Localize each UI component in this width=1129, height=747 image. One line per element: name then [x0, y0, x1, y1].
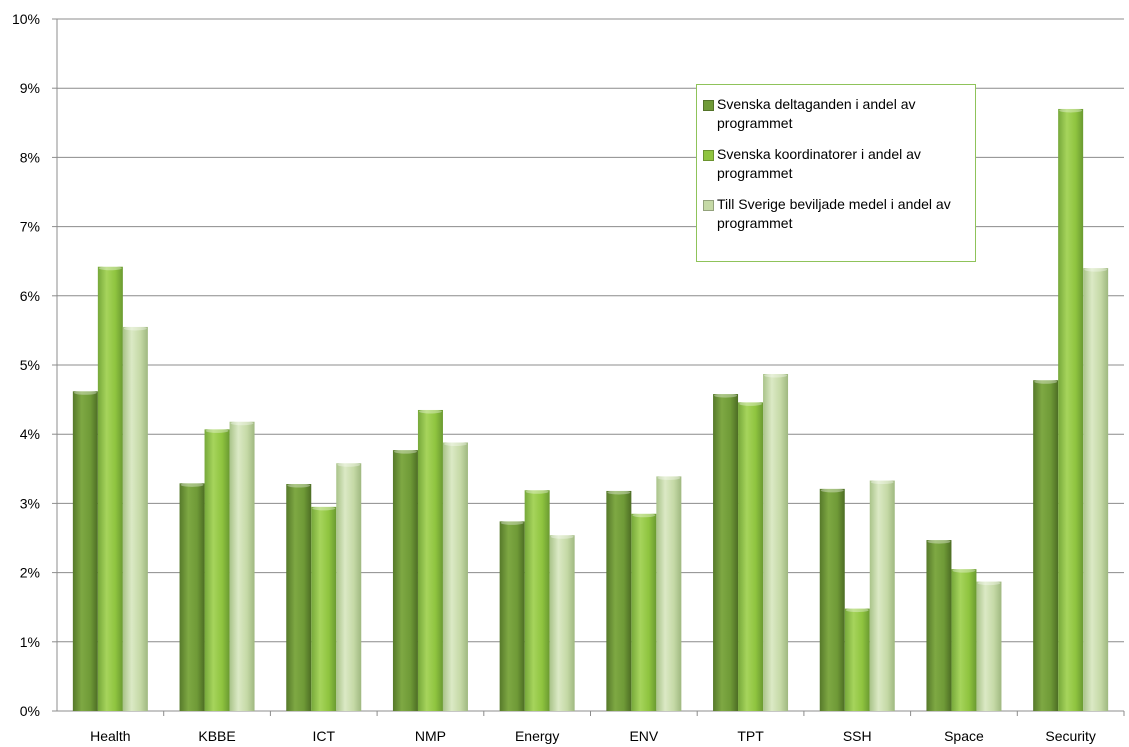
bar-tpt-series-1 [738, 402, 764, 711]
bar-kbbe-series-0 [179, 483, 205, 711]
bar-kbbe-series-2 [229, 421, 255, 711]
legend-item-medel: Till Sverige beviljade medel i andel av … [703, 195, 969, 233]
axis-labels: 0% 1% 2% 3% 4% 5% 6% 7% 8% 9% 10% Health KBBE ICT NMP E… [12, 11, 1096, 744]
bar-highlight-security-series-1 [1059, 108, 1083, 113]
bar-env-series-1 [631, 513, 657, 711]
legend-swatch-deltaganden [703, 100, 714, 111]
bar-highlight-energy-series-2 [550, 534, 574, 539]
bar-energy-series-0 [499, 521, 525, 711]
y-tick-label-7: 7% [20, 219, 40, 235]
bar-ssh-series-1 [844, 608, 870, 711]
bar-highlight-tpt-series-1 [739, 401, 763, 406]
bar-ssh-series-0 [819, 488, 845, 711]
y-tick-label-0: 0% [20, 703, 40, 719]
bar-highlight-kbbe-series-0 [180, 482, 204, 487]
bar-nmp-series-0 [392, 450, 418, 711]
bar-nmp-series-2 [442, 442, 468, 711]
legend-label-medel: Till Sverige beviljade medel i andel av … [717, 196, 951, 231]
x-tick-label-tpt: TPT [737, 728, 764, 744]
bar-security-series-0 [1033, 380, 1059, 711]
x-tick-label-space: Space [944, 728, 984, 744]
bar-security-series-2 [1083, 268, 1109, 711]
bar-nmp-series-1 [417, 409, 443, 711]
bar-highlight-energy-series-0 [500, 520, 524, 525]
bar-health-series-0 [72, 391, 98, 711]
bar-highlight-ict-series-1 [312, 506, 336, 511]
legend-swatch-medel [703, 200, 714, 211]
legend-item-deltaganden: Svenska deltaganden i andel av programme… [703, 95, 969, 133]
bar-highlight-ssh-series-2 [870, 480, 894, 485]
bar-health-series-2 [122, 326, 148, 711]
x-tick-label-security: Security [1045, 728, 1096, 744]
bar-highlight-energy-series-1 [525, 489, 549, 494]
legend-swatch-koordinatorer [703, 150, 714, 161]
bar-space-series-0 [926, 540, 952, 711]
legend-item-koordinatorer: Svenska koordinatorer i andel av program… [703, 145, 969, 183]
x-tick-label-ict: ICT [312, 728, 335, 744]
bar-highlight-kbbe-series-1 [205, 428, 229, 433]
bar-highlight-health-series-2 [123, 326, 147, 331]
bar-energy-series-2 [549, 535, 575, 711]
x-tick-label-energy: Energy [515, 728, 559, 744]
bar-highlight-health-series-0 [73, 390, 97, 395]
bar-highlight-env-series-1 [632, 513, 656, 518]
y-tick-label-10: 10% [12, 11, 40, 27]
bar-highlight-security-series-2 [1084, 267, 1108, 272]
y-tick-label-8: 8% [20, 149, 40, 165]
bar-highlight-nmp-series-1 [418, 409, 442, 414]
legend: Svenska deltaganden i andel av programme… [696, 84, 976, 262]
bar-highlight-health-series-1 [98, 266, 122, 271]
bar-highlight-space-series-1 [952, 568, 976, 573]
bar-highlight-tpt-series-0 [714, 393, 738, 398]
bar-highlight-kbbe-series-2 [230, 421, 254, 426]
x-tick-label-nmp: NMP [415, 728, 446, 744]
y-tick-label-5: 5% [20, 357, 40, 373]
bar-ict-series-1 [311, 506, 337, 711]
x-tick-label-kbbe: KBBE [198, 728, 235, 744]
bar-highlight-tpt-series-2 [764, 373, 788, 378]
y-tick-label-4: 4% [20, 426, 40, 442]
bar-ict-series-0 [286, 484, 312, 711]
bar-ict-series-2 [336, 463, 362, 711]
y-tick-label-6: 6% [20, 288, 40, 304]
y-tick-label-1: 1% [20, 634, 40, 650]
bar-highlight-ssh-series-0 [820, 488, 844, 493]
bar-highlight-space-series-0 [927, 539, 951, 544]
bar-space-series-1 [951, 569, 977, 711]
bar-highlight-security-series-0 [1034, 379, 1058, 384]
bar-security-series-1 [1058, 108, 1084, 711]
legend-label-deltaganden: Svenska deltaganden i andel av programme… [717, 96, 916, 131]
bar-highlight-ssh-series-1 [845, 608, 869, 613]
bar-space-series-2 [976, 581, 1002, 711]
bar-highlight-nmp-series-2 [443, 442, 467, 447]
x-tick-label-health: Health [90, 728, 130, 744]
bar-highlight-ict-series-2 [337, 462, 361, 467]
bar-highlight-space-series-2 [977, 581, 1001, 586]
y-tick-label-3: 3% [20, 495, 40, 511]
y-tick-label-9: 9% [20, 80, 40, 96]
bar-highlight-env-series-2 [657, 475, 681, 480]
y-tick-label-2: 2% [20, 565, 40, 581]
bar-ssh-series-2 [869, 480, 895, 711]
bar-health-series-1 [97, 266, 123, 711]
bar-tpt-series-0 [713, 394, 739, 711]
bar-env-series-2 [656, 476, 682, 711]
legend-label-koordinatorer: Svenska koordinatorer i andel av program… [717, 146, 921, 181]
bar-highlight-ict-series-0 [287, 483, 311, 488]
bar-kbbe-series-1 [204, 429, 230, 711]
x-tick-label-ssh: SSH [843, 728, 872, 744]
bar-highlight-env-series-0 [607, 490, 631, 495]
bars [72, 108, 1109, 711]
bar-highlight-nmp-series-0 [393, 449, 417, 454]
x-tick-label-env: ENV [629, 728, 658, 744]
bar-energy-series-1 [524, 490, 550, 711]
bar-tpt-series-2 [763, 373, 789, 711]
bar-env-series-0 [606, 490, 632, 711]
